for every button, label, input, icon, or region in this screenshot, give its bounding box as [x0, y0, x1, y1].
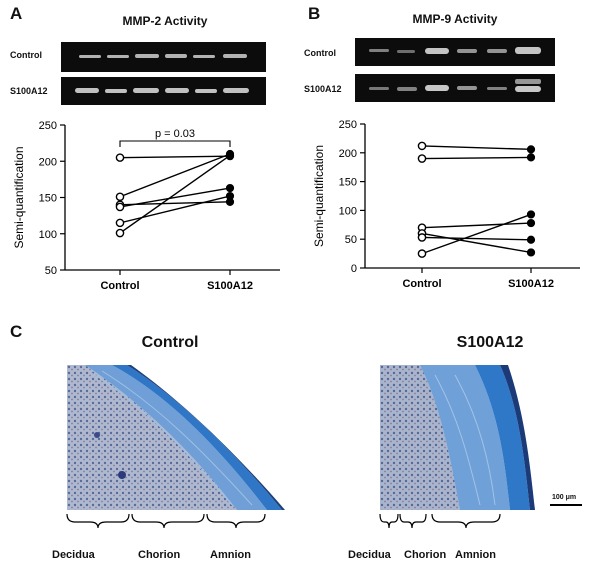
- panel-b-title: MMP-9 Activity: [412, 12, 498, 26]
- mmp9-y-axis-label: Semi-quantification: [312, 145, 326, 247]
- mmp2-y-tick-label: 100: [39, 229, 57, 241]
- label-control-chorion: Chorion: [138, 549, 181, 561]
- mmp2-pair-line-4: [119, 195, 231, 224]
- braces-s100a12: [379, 513, 501, 529]
- blot-a-s100a12-image: [61, 77, 266, 105]
- mmp9-control-point-4: [417, 233, 427, 242]
- mmp2-x-tick-label: Control: [100, 280, 139, 292]
- mmp2-significance-bracket: [119, 140, 231, 147]
- panel-letter-b: B: [308, 4, 321, 23]
- mmp9-control-point-0: [417, 141, 427, 151]
- mmp9-s100a12-point-0: [526, 145, 536, 154]
- mmp9-y-tick-label: 150: [339, 177, 357, 189]
- blot-b-s100a12-image: [355, 74, 555, 102]
- chart-mmp9: 0 50 100 150 200 250 Control S100A12 Semi-quanti…: [312, 119, 580, 290]
- chart-mmp2: 50 100 150 200 250 Control S100A12 Semi-quantif…: [12, 120, 280, 292]
- blot-a-s100a12-label: S100A12: [10, 86, 48, 96]
- mmp9-control-point-1: [417, 154, 427, 163]
- mmp9-y-tick-label: 200: [339, 148, 357, 160]
- mmp9-pair-line-4: [421, 236, 532, 241]
- mmp9-s100a12-point-3: [526, 248, 536, 257]
- mmp2-y-tick-label: 200: [39, 156, 57, 168]
- mmp2-pair-line-5: [119, 154, 231, 234]
- panel-c-title-s100a12: S100A12: [456, 334, 524, 351]
- mmp2-x-tick-label: S100A12: [207, 280, 253, 292]
- mmp2-control-point-4: [115, 218, 125, 228]
- histology-s100a12-image: [380, 365, 585, 510]
- mmp2-pair-line-1: [119, 153, 231, 198]
- label-control-amnion: Amnion: [210, 549, 251, 561]
- mmp9-y-tick-label: 50: [345, 234, 357, 246]
- blot-b-s100a12-label: S100A12: [304, 84, 342, 94]
- braces-control: [66, 513, 266, 529]
- mmp9-x-tick-label: Control: [402, 278, 441, 290]
- label-s100a12-chorion: Chorion: [404, 549, 447, 561]
- mmp9-s100a12-point-5: [526, 210, 536, 219]
- mmp2-s100a12-point-5: [225, 151, 235, 160]
- mmp2-control-point-0: [115, 153, 125, 162]
- blot-a-control-label: Control: [10, 50, 42, 60]
- mmp9-s100a12-point-1: [526, 153, 536, 162]
- panel-c-title-control: Control: [141, 334, 199, 351]
- blot-b-control-image: [355, 38, 555, 66]
- panel-a-title: MMP-2 Activity: [122, 14, 208, 28]
- mmp9-control-point-5: [417, 249, 427, 258]
- mmp9-pair-line-1: [421, 156, 532, 160]
- mmp2-y-tick-label: 250: [39, 120, 57, 132]
- mmp2-control-point-5: [115, 228, 125, 238]
- mmp9-pair-line-5: [421, 213, 532, 255]
- mmp9-pair-line-0: [421, 145, 532, 151]
- mmp9-y-tick-label: 250: [339, 119, 357, 131]
- mmp9-y-tick-label: 0: [351, 263, 357, 275]
- panel-letter-c: C: [10, 322, 23, 341]
- label-s100a12-amnion: Amnion: [455, 549, 496, 561]
- mmp2-control-point-3: [115, 202, 125, 212]
- mmp2-s100a12-point-3: [225, 183, 235, 193]
- blot-a-control-image: [61, 42, 266, 72]
- mmp2-y-tick-label: 150: [39, 193, 57, 205]
- mmp9-pair-line-3: [421, 232, 532, 254]
- label-s100a12-decidua: Decidua: [348, 549, 391, 561]
- mmp2-control-point-1: [115, 192, 125, 202]
- panel-letter-a: A: [10, 4, 23, 23]
- mmp9-pair-line-2: [421, 222, 532, 229]
- mmp2-y-axis-label: Semi-quantification: [12, 146, 26, 248]
- scale-bar-label: 100 μm: [552, 494, 577, 501]
- mmp9-x-tick-label: S100A12: [508, 278, 554, 290]
- blot-b-control-label: Control: [304, 48, 336, 58]
- mmp2-pair-line-3: [119, 187, 231, 208]
- mmp2-pvalue: p = 0.03: [155, 128, 195, 140]
- label-control-decidua: Decidua: [52, 549, 95, 561]
- mmp2-y-tick-label: 50: [45, 265, 57, 277]
- histology-control-image: [67, 365, 287, 510]
- mmp9-y-tick-label: 100: [339, 205, 357, 217]
- mmp2-pair-line-0: [119, 155, 231, 159]
- mmp9-s100a12-point-2: [526, 218, 536, 228]
- mmp9-s100a12-point-4: [526, 235, 536, 244]
- mmp2-s100a12-point-4: [225, 191, 235, 201]
